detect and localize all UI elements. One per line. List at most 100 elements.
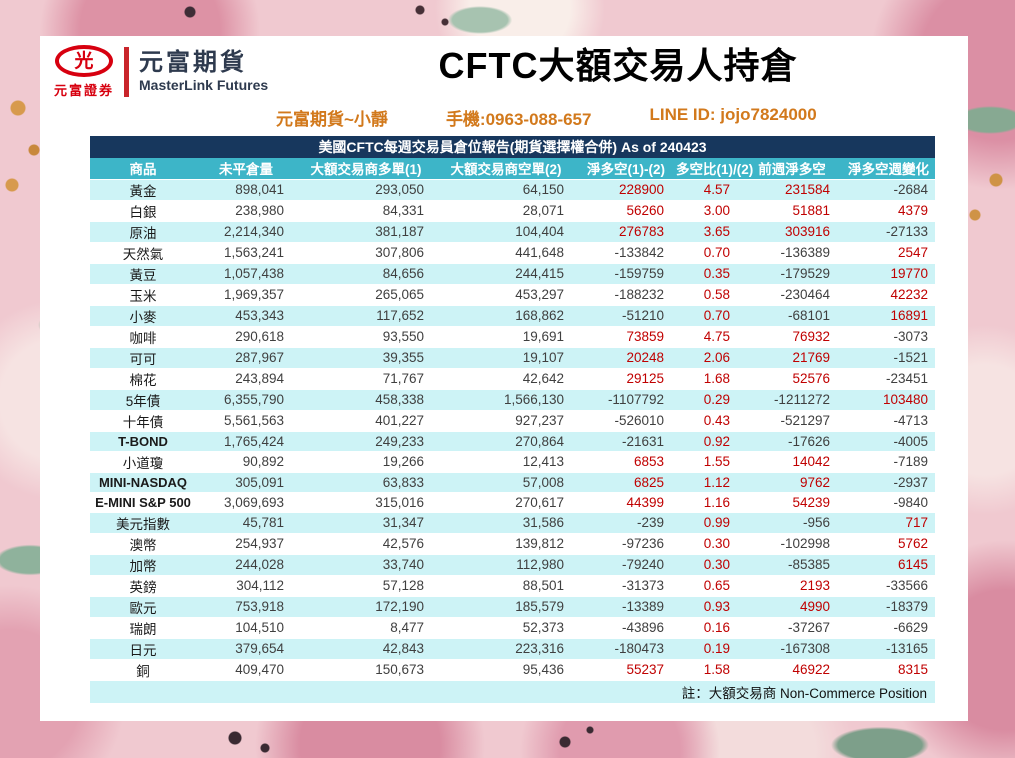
value-cell: 5762 xyxy=(842,534,936,555)
value-cell: 4.57 xyxy=(676,179,742,201)
value-cell: 57,008 xyxy=(436,472,576,493)
value-cell: 4990 xyxy=(742,596,842,618)
value-cell: 0.93 xyxy=(676,596,742,618)
value-cell: -9840 xyxy=(842,493,936,513)
value-cell: -956 xyxy=(742,512,842,534)
value-cell: 453,297 xyxy=(436,285,576,306)
commodity-name: T-BOND xyxy=(90,431,196,452)
value-cell: 1.68 xyxy=(676,369,742,390)
value-cell: 441,648 xyxy=(436,243,576,264)
value-cell: -68101 xyxy=(742,305,842,327)
value-cell: 315,016 xyxy=(296,493,436,513)
value-cell: 1.16 xyxy=(676,493,742,513)
value-cell: 927,237 xyxy=(436,411,576,432)
value-cell: 243,894 xyxy=(196,369,296,390)
table-row: 瑞朗 104,510 8,477 52,373 -43896 0.16 -37267 -662… xyxy=(90,618,936,639)
brand-name-chinese: 元富期貨 xyxy=(139,49,248,77)
value-cell: 52,373 xyxy=(436,618,576,639)
value-cell: -17626 xyxy=(742,431,842,452)
value-cell: -239 xyxy=(576,512,676,534)
content-card: 光 元富證券 元富期貨 MasterLink Futures CFTC大額交易人… xyxy=(40,36,968,721)
value-cell: -521297 xyxy=(742,411,842,432)
value-cell: 2193 xyxy=(742,576,842,597)
value-cell: 33,740 xyxy=(296,554,436,576)
value-cell: 73859 xyxy=(576,327,676,348)
value-cell: -3073 xyxy=(842,327,936,348)
table-row: 十年債 5,561,563 401,227 927,237 -526010 0.43 -52… xyxy=(90,411,936,432)
value-cell: 31,347 xyxy=(296,512,436,534)
value-cell: 244,028 xyxy=(196,554,296,576)
table-caption: 美國CFTC每週交易員倉位報告(期貨選擇權合併) As of 240423 xyxy=(90,135,936,158)
value-cell: 898,041 xyxy=(196,179,296,201)
table-row: 加幣 244,028 33,740 112,980 -79240 0.30 -85385 61… xyxy=(90,554,936,576)
logo-securities-label: 元富證券 xyxy=(54,83,115,98)
value-cell: 6,355,790 xyxy=(196,389,296,411)
value-cell: 0.35 xyxy=(676,263,742,285)
commodity-name: 小麥 xyxy=(90,305,196,327)
value-cell: 717 xyxy=(842,512,936,534)
value-cell: 139,812 xyxy=(436,534,576,555)
value-cell: -136389 xyxy=(742,243,842,264)
table-row: 玉米 1,969,357 265,065 453,297 -188232 0.58 -230… xyxy=(90,285,936,306)
value-cell: -33566 xyxy=(842,576,936,597)
value-cell: 249,233 xyxy=(296,431,436,452)
value-cell: 90,892 xyxy=(196,452,296,473)
table-row: 棉花 243,894 71,767 42,642 29125 1.68 52576 -2345… xyxy=(90,369,936,390)
table-row: 黃豆 1,057,438 84,656 244,415 -159759 0.35 -1795… xyxy=(90,263,936,285)
value-cell: 0.99 xyxy=(676,512,742,534)
value-cell: 95,436 xyxy=(436,660,576,681)
value-cell: 19,107 xyxy=(436,347,576,369)
value-cell: 0.70 xyxy=(676,243,742,264)
table-row: 美元指數 45,781 31,347 31,586 -239 0.99 -956 717 xyxy=(90,512,936,534)
value-cell: 228900 xyxy=(576,179,676,201)
column-header: 商品 xyxy=(90,157,196,180)
value-cell: 104,510 xyxy=(196,618,296,639)
value-cell: -51210 xyxy=(576,305,676,327)
commodity-name: 黃豆 xyxy=(90,263,196,285)
value-cell: 19,691 xyxy=(436,327,576,348)
value-cell: 112,980 xyxy=(436,554,576,576)
value-cell: 150,673 xyxy=(296,660,436,681)
value-cell: -21631 xyxy=(576,431,676,452)
contact-line-id: LINE ID: jojo7824000 xyxy=(649,104,817,124)
table-row: 日元 379,654 42,843 223,316 -180473 0.19 -167308… xyxy=(90,638,936,660)
value-cell: 293,050 xyxy=(296,179,436,201)
value-cell: 0.16 xyxy=(676,618,742,639)
value-cell: 453,343 xyxy=(196,305,296,327)
page-header: 光 元富證券 元富期貨 MasterLink Futures CFTC大額交易人… xyxy=(40,36,968,111)
value-cell: 0.43 xyxy=(676,411,742,432)
value-cell: 4.75 xyxy=(676,327,742,348)
value-cell: -1521 xyxy=(842,347,936,369)
value-cell: 55237 xyxy=(576,660,676,681)
table-footnote: 註：大額交易商 Non-Commerce Position xyxy=(90,680,936,703)
value-cell: 42232 xyxy=(842,285,936,306)
value-cell: 46922 xyxy=(742,660,842,681)
table-row: 可可 287,967 39,355 19,107 20248 2.06 21769 -1521 xyxy=(90,347,936,369)
value-cell: 57,128 xyxy=(296,576,436,597)
commodity-name: 澳幣 xyxy=(90,534,196,555)
value-cell: 104,404 xyxy=(436,221,576,243)
value-cell: -23451 xyxy=(842,369,936,390)
contact-name: 元富期貨~小靜 xyxy=(276,109,388,129)
value-cell: 1,566,130 xyxy=(436,389,576,411)
brand-name-english: MasterLink Futures xyxy=(139,76,269,93)
table-footnote-row: 註：大額交易商 Non-Commerce Position xyxy=(90,680,936,703)
commodity-name: 天然氣 xyxy=(90,243,196,264)
table-row: 歐元 753,918 172,190 185,579 -13389 0.93 4990 -18… xyxy=(90,596,936,618)
commodity-name: 白銀 xyxy=(90,201,196,222)
commodity-name: 日元 xyxy=(90,638,196,660)
value-cell: -188232 xyxy=(576,285,676,306)
value-cell: -1211272 xyxy=(742,389,842,411)
value-cell: 29125 xyxy=(576,369,676,390)
value-cell: 276783 xyxy=(576,221,676,243)
value-cell: 1,765,424 xyxy=(196,431,296,452)
column-header: 前週淨多空 xyxy=(742,157,842,180)
value-cell: -2937 xyxy=(842,472,936,493)
commodity-name: MINI-NASDAQ xyxy=(90,472,196,493)
value-cell: 64,150 xyxy=(436,179,576,201)
value-cell: 84,331 xyxy=(296,201,436,222)
value-cell: 63,833 xyxy=(296,472,436,493)
value-cell: 14042 xyxy=(742,452,842,473)
value-cell: -526010 xyxy=(576,411,676,432)
logo-divider xyxy=(124,47,130,97)
